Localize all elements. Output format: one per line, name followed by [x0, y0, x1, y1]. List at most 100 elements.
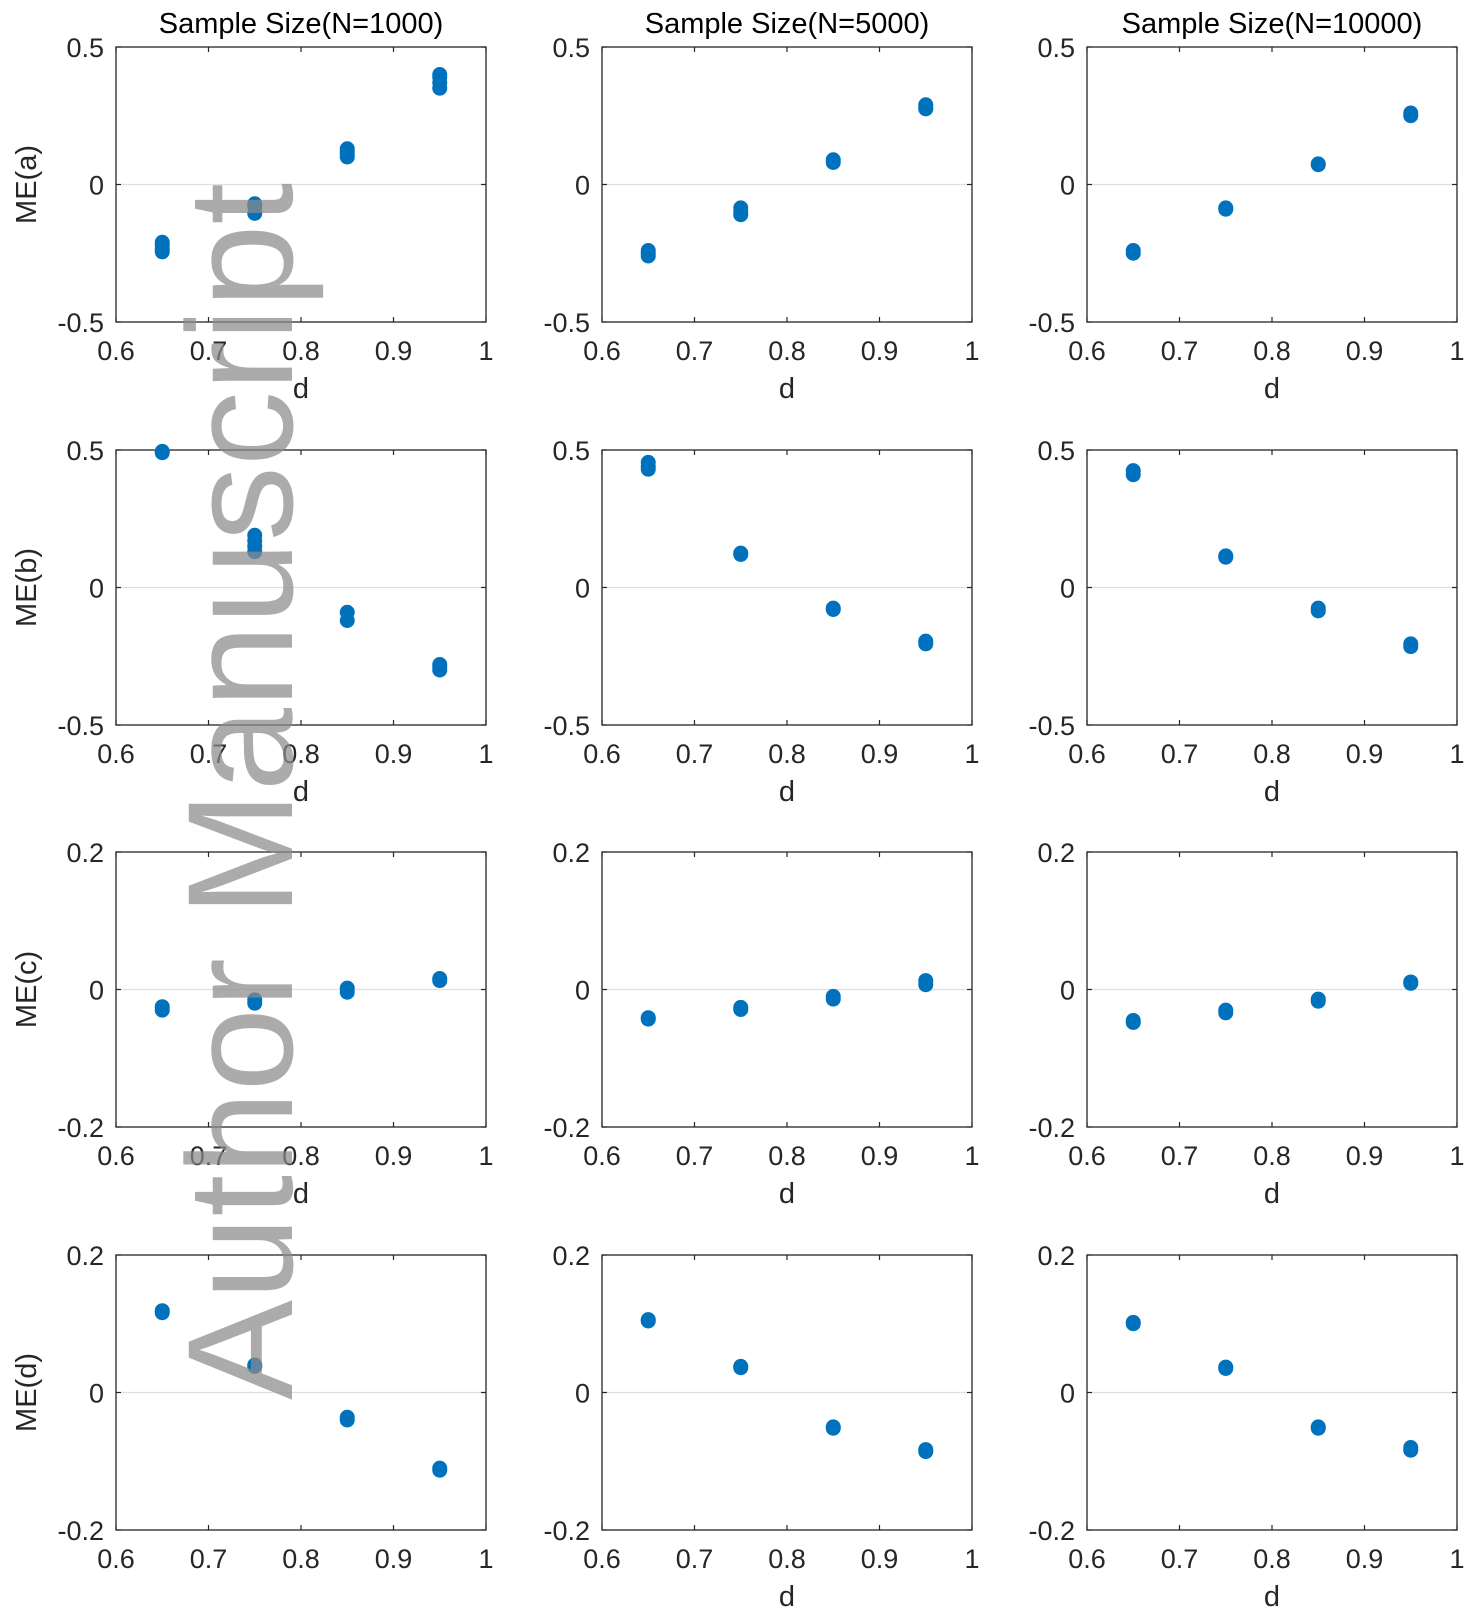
data-point: [339, 1412, 355, 1428]
y-tick-label: 0.2: [66, 838, 104, 868]
data-point: [1125, 245, 1141, 261]
x-tick-label: 0.6: [97, 739, 135, 769]
data-point: [1310, 993, 1326, 1009]
data-point: [154, 1305, 170, 1321]
data-point: [825, 155, 841, 170]
y-tick-label: 0: [89, 574, 104, 604]
y-tick-label: 0: [575, 976, 590, 1006]
y-tick-label: 0: [89, 976, 104, 1006]
data-point: [640, 248, 656, 264]
y-tick-label: -0.5: [1028, 711, 1075, 741]
x-tick-label: 0.7: [1161, 1141, 1199, 1171]
x-tick-label: 0.6: [97, 336, 135, 366]
y-tick-label: -0.2: [1028, 1516, 1075, 1546]
data-point: [825, 602, 841, 617]
data-point: [1403, 1442, 1419, 1458]
data-point: [1403, 975, 1419, 991]
y-tick-label: 0: [575, 1379, 590, 1409]
y-tick-label: 0.2: [66, 1241, 104, 1271]
y-tick-label: 0.5: [1037, 33, 1075, 63]
y-tick-label: -0.5: [57, 308, 104, 338]
x-tick-label: 0.9: [375, 739, 413, 769]
x-axis-label: d: [293, 373, 309, 405]
panel-title: Sample Size(N=10000): [1122, 8, 1423, 40]
panel-title: Sample Size(N=1000): [159, 8, 444, 40]
panel-r2-c2: 0.6 0.7 0.8 0.9 1 -0.5 0 0.5 d: [543, 436, 979, 808]
panel-r2-c3: 0.6 0.7 0.8 0.9 1 -0.5 0 0.5 d: [1028, 436, 1464, 808]
x-tick-label: 0.6: [1068, 336, 1106, 366]
x-tick-label: 0.6: [1068, 1141, 1106, 1171]
y-tick-label: 0: [1060, 171, 1075, 201]
y-tick-label: 0: [89, 1379, 104, 1409]
x-tick-label: 0.9: [861, 1141, 899, 1171]
data-point: [154, 1002, 170, 1018]
panel-r3-c2: 0.6 0.7 0.8 0.9 1 -0.2 0 0.2 d: [543, 838, 979, 1210]
x-tick-label: 0.6: [1068, 1544, 1106, 1574]
x-tick-label: 1: [1449, 336, 1464, 366]
data-point: [247, 544, 263, 560]
y-tick-label: -0.2: [543, 1516, 590, 1546]
y-tick-label: -0.2: [57, 1516, 104, 1546]
x-axis-label: d: [779, 1178, 795, 1210]
data-point: [918, 636, 934, 652]
x-tick-label: 0.9: [1346, 1544, 1384, 1574]
y-tick-label: 0.5: [552, 33, 590, 63]
x-tick-label: 0.8: [282, 739, 320, 769]
x-tick-label: 0.9: [861, 1544, 899, 1574]
y-tick-label: 0: [89, 171, 104, 201]
data-point: [1310, 1420, 1326, 1436]
x-tick-label: 1: [1449, 739, 1464, 769]
y-tick-label: -0.2: [57, 1113, 104, 1143]
y-tick-label: 0: [575, 171, 590, 201]
y-tick-label: 0: [575, 574, 590, 604]
x-tick-label: 0.7: [1161, 739, 1199, 769]
x-tick-label: 0.8: [768, 1141, 806, 1171]
data-point: [640, 1313, 656, 1329]
x-axis-label: d: [1264, 1178, 1280, 1210]
x-tick-label: 0.8: [768, 336, 806, 366]
x-tick-label: 0.9: [375, 1141, 413, 1171]
x-tick-label: 0.7: [676, 1544, 714, 1574]
data-point: [432, 662, 448, 678]
y-tick-label: -0.5: [543, 711, 590, 741]
x-tick-label: 0.6: [583, 1544, 621, 1574]
panel-title: Sample Size(N=5000): [645, 8, 930, 40]
panel-r3-c1: 0.6 0.7 0.8 0.9 1 -0.2 0 0.2 d ME(c): [11, 838, 494, 1210]
panel-r2-c1: 0.6 0.7 0.8 0.9 1 -0.5 0 0.5 d ME(b): [11, 436, 494, 808]
data-point: [1125, 1316, 1141, 1332]
x-axis-label: d: [293, 776, 309, 808]
data-point: [733, 1360, 749, 1376]
y-tick-label: 0.2: [552, 1241, 590, 1271]
y-tick-label: 0.5: [1037, 436, 1075, 466]
data-point: [1310, 603, 1326, 619]
data-point: [1310, 157, 1326, 173]
panel-grid: 0.6 0.7 0.8 0.9 1 -0.5 0 0.5 d ME(a) Sample Size(N…: [11, 8, 1464, 1611]
x-tick-label: 0.6: [583, 739, 621, 769]
y-tick-label: 0.2: [1037, 1241, 1075, 1271]
x-tick-label: 0.8: [282, 1544, 320, 1574]
x-tick-label: 0.6: [583, 1141, 621, 1171]
x-tick-label: 1: [964, 1141, 979, 1171]
x-tick-label: 0.7: [190, 1544, 228, 1574]
x-tick-label: 0.6: [97, 1141, 135, 1171]
x-tick-label: 0.7: [1161, 1544, 1199, 1574]
data-point: [1218, 549, 1234, 565]
x-tick-label: 1: [964, 1544, 979, 1574]
y-tick-label: 0: [1060, 574, 1075, 604]
x-tick-label: 0.6: [583, 336, 621, 366]
x-tick-label: 0.9: [1346, 336, 1384, 366]
data-point: [918, 1444, 934, 1460]
y-axis-label: ME(b): [11, 548, 43, 627]
panel-r4-c1: 0.6 0.7 0.8 0.9 1 -0.2 0 0.2 ME(d): [11, 1241, 494, 1574]
y-axis-label: ME(a): [11, 145, 43, 224]
data-point: [247, 995, 263, 1011]
x-tick-label: 0.9: [1346, 739, 1384, 769]
x-tick-label: 1: [478, 1141, 493, 1171]
y-tick-label: 0.5: [66, 436, 104, 466]
data-point: [1218, 1360, 1234, 1376]
x-tick-label: 0.7: [676, 1141, 714, 1171]
y-tick-label: -0.2: [543, 1113, 590, 1143]
y-tick-label: 0.5: [552, 436, 590, 466]
y-tick-label: -0.5: [1028, 308, 1075, 338]
x-tick-label: 1: [478, 336, 493, 366]
